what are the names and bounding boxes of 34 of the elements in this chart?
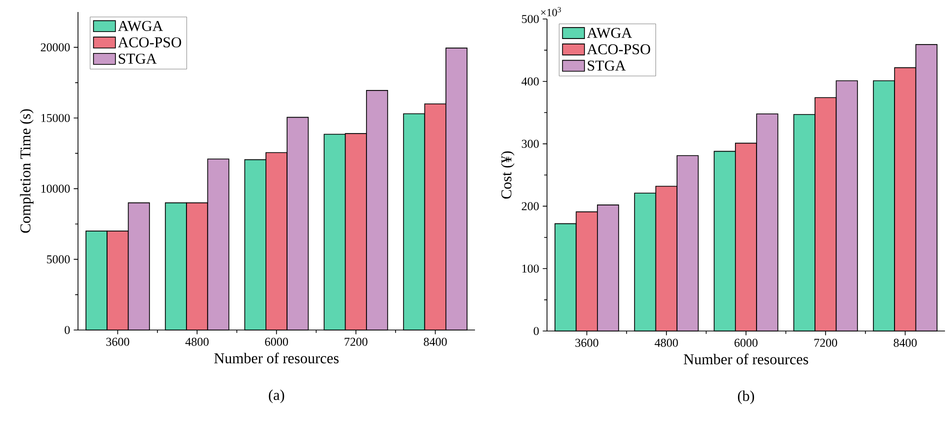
y-tick-label: 10000 [41, 184, 70, 193]
legend-label: STGA [588, 60, 626, 71]
y-tick-label: 200 [522, 202, 539, 210]
x-tick-label: 3600 [106, 338, 130, 346]
y-tick-label: 0 [64, 326, 70, 334]
legend-label: AWGA [118, 20, 163, 32]
legend-label: ACO-PSO [586, 44, 650, 54]
y-tick-label: 400 [522, 77, 539, 86]
x-tick-label: 7200 [344, 338, 368, 346]
y-tick-label: 20000 [40, 43, 70, 52]
y-tick-label: 500 [522, 14, 539, 24]
legend-label: STGA [118, 54, 157, 64]
text: ×10$^{3}$ [541, 7, 561, 16]
y-axis-title: Completion Time (s) [20, 109, 34, 233]
x-tick-label: 3600 [575, 338, 598, 347]
text: (a) [268, 390, 284, 404]
y-tick-label: 0 [534, 326, 539, 336]
y-tick-label: 300 [522, 140, 539, 148]
y-axis-title: Cost (¥) [500, 151, 514, 199]
legend-label: ACO-PSO [118, 37, 182, 48]
x-axis-title: Number of resources [684, 354, 808, 364]
x-tick-label: 6000 [265, 338, 288, 346]
text: (b) [738, 390, 754, 404]
x-tick-label: 8400 [894, 338, 917, 347]
x-tick-label: 7200 [814, 338, 838, 347]
x-tick-label: 8400 [424, 338, 447, 346]
x-tick-label: 4800 [185, 338, 209, 346]
y-tick-label: 100 [522, 264, 539, 273]
x-axis-title: Number of resources [214, 352, 339, 364]
legend-label: AWGA [586, 28, 632, 38]
y-tick-label: 5000 [47, 255, 70, 264]
x-tick-label: 4800 [654, 338, 678, 347]
y-tick-label: 15000 [41, 114, 70, 122]
x-tick-label: 6000 [734, 338, 758, 347]
